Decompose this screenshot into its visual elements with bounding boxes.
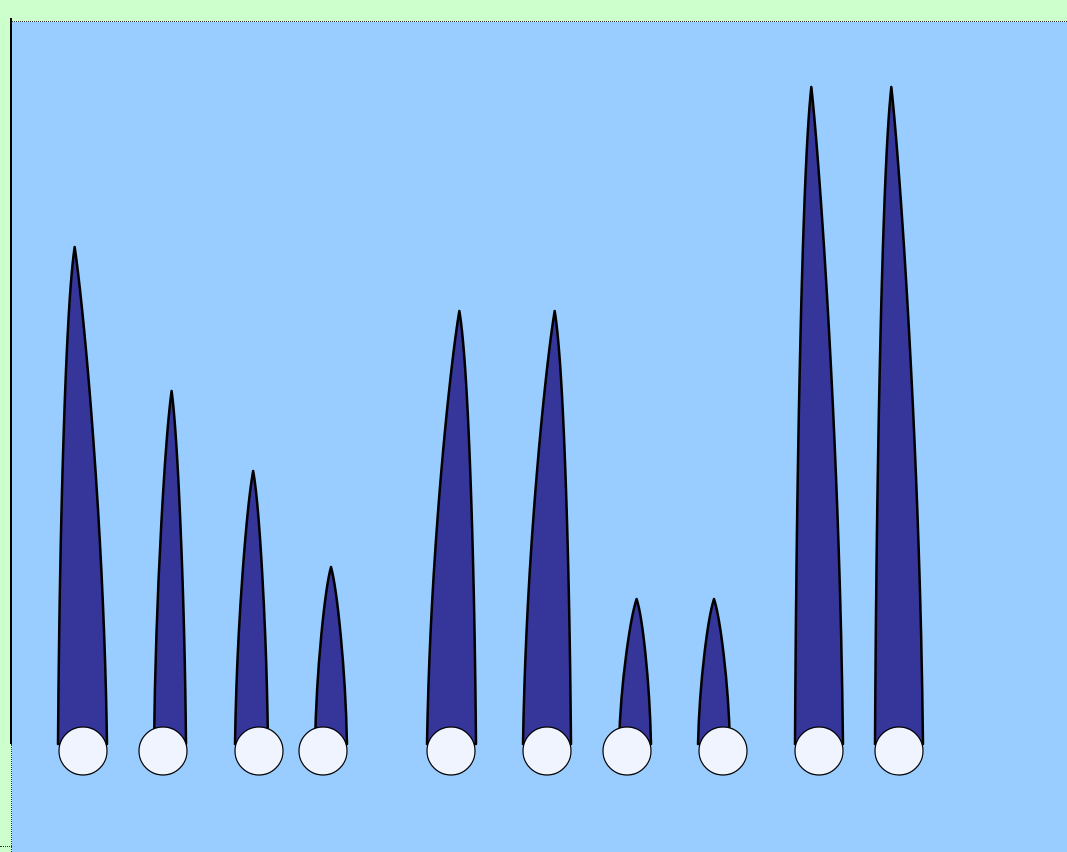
ball-1 bbox=[58, 726, 108, 776]
ball-4 bbox=[298, 726, 348, 776]
ball-10 bbox=[874, 726, 924, 776]
ball-3 bbox=[234, 726, 284, 776]
spike-3 bbox=[233, 469, 270, 746]
ball-8 bbox=[698, 726, 748, 776]
spike-9 bbox=[793, 85, 845, 746]
canvas-top-border bbox=[10, 21, 1067, 22]
spike-8 bbox=[696, 597, 732, 746]
canvas-left-rule bbox=[10, 18, 12, 744]
spike-2 bbox=[152, 389, 188, 746]
ball-5 bbox=[426, 726, 476, 776]
ball-2 bbox=[138, 726, 188, 776]
spike-1 bbox=[56, 245, 109, 746]
ball-6 bbox=[522, 726, 572, 776]
ball-7 bbox=[602, 726, 652, 776]
spike-5 bbox=[425, 309, 478, 746]
spike-6 bbox=[521, 309, 573, 746]
ball-9 bbox=[794, 726, 844, 776]
canvas-bottom-dotted-border bbox=[0, 846, 12, 847]
spike-4 bbox=[313, 565, 349, 746]
spike-10 bbox=[873, 85, 925, 746]
canvas-left-dotted-border bbox=[11, 744, 12, 852]
spike-7 bbox=[617, 597, 653, 746]
